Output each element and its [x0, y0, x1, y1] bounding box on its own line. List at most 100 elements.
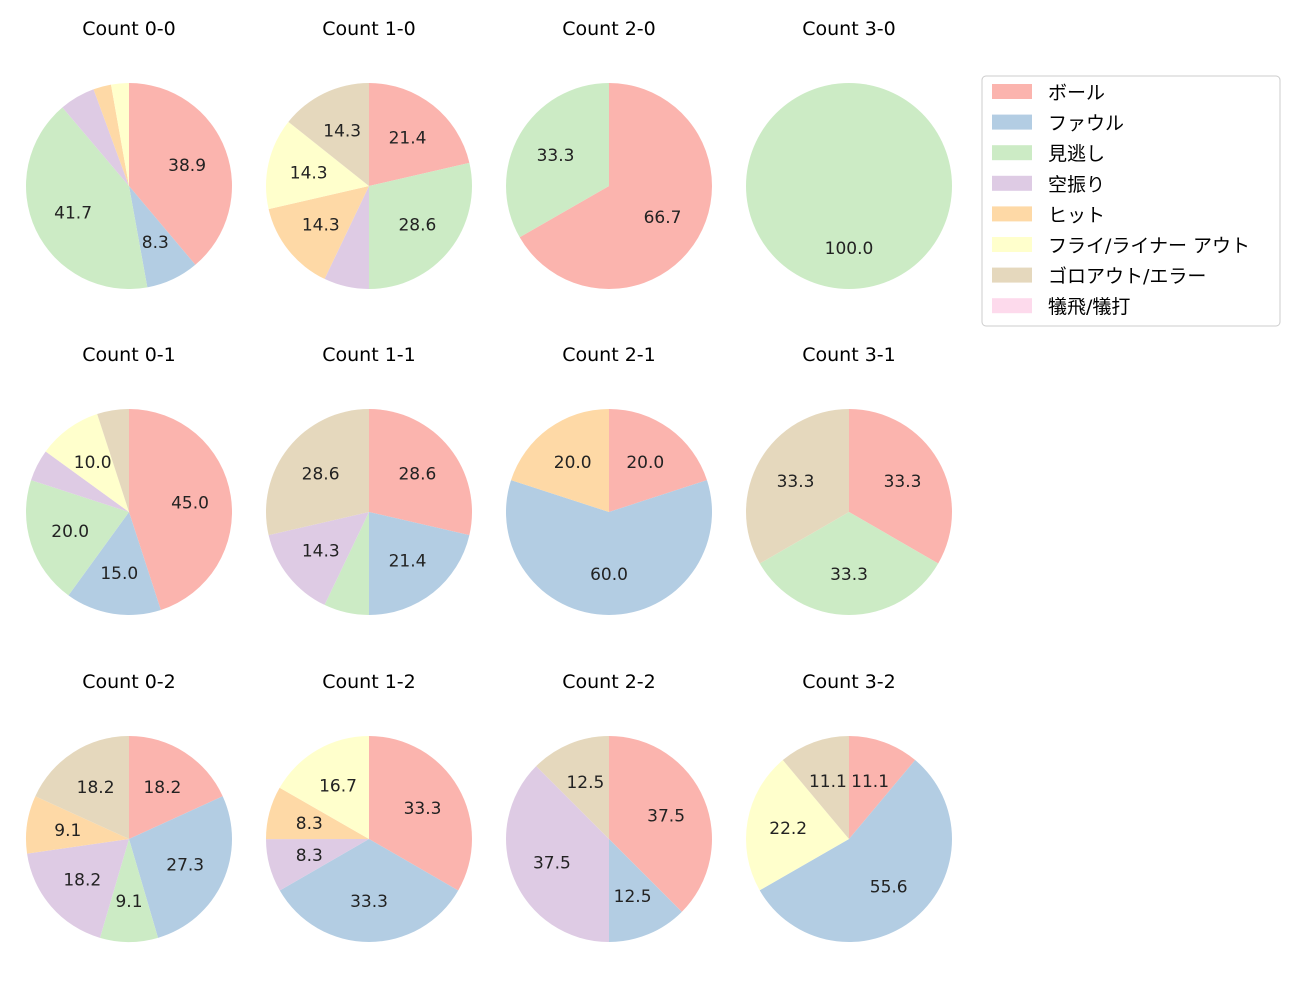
slice-label: 18.2: [63, 871, 101, 891]
slice-label: 28.6: [398, 465, 436, 485]
slice-label: 11.1: [851, 772, 889, 792]
slice-label: 16.7: [319, 777, 357, 797]
slice-label: 14.3: [290, 163, 328, 183]
slice-label: 33.3: [830, 565, 868, 585]
slice-label: 20.0: [554, 453, 592, 473]
pie-slice: [25, 107, 148, 290]
slice-label: 66.7: [644, 208, 682, 228]
legend-swatch: [992, 175, 1032, 191]
slice-label: 27.3: [166, 856, 204, 876]
legend-swatch: [992, 267, 1032, 283]
slice-label: 14.3: [323, 121, 361, 141]
pie-title: Count 0-1: [82, 344, 176, 366]
pie-slice: [265, 121, 369, 210]
slice-label: 41.7: [54, 203, 92, 223]
slice-label: 12.5: [614, 887, 652, 907]
pie-title: Count 3-1: [802, 344, 896, 366]
slice-label: 60.0: [590, 565, 628, 585]
pie-slice: [782, 736, 849, 839]
slice-label: 33.3: [537, 146, 575, 166]
pie-title: Count 2-0: [562, 18, 656, 40]
pie-slice: [35, 736, 130, 839]
pie-slice: [759, 760, 953, 943]
pie-slice: [506, 766, 609, 942]
pie-title: Count 3-2: [802, 671, 896, 693]
pie-slice: [369, 162, 473, 290]
slice-label: 10.0: [74, 453, 112, 473]
pie-slice: [369, 83, 470, 186]
legend-swatch: [992, 237, 1032, 252]
pie-slice: [31, 451, 129, 512]
slice-label: 38.9: [168, 156, 206, 176]
pie-slice: [849, 736, 916, 839]
slice-label: 37.5: [647, 806, 685, 826]
pie-slice: [129, 186, 196, 288]
legend-label: 見逃し: [1048, 143, 1105, 165]
slice-label: 100.0: [825, 239, 874, 259]
pie-slice: [369, 736, 472, 891]
pie-count-0-1: Count 0-1 45.0 15.0 20.0 10.0: [25, 344, 233, 616]
pie-slice: [536, 736, 609, 839]
slice-label: 33.3: [350, 892, 388, 912]
slice-label: 45.0: [171, 493, 209, 513]
slice-label: 28.6: [398, 216, 436, 236]
legend-swatch: [992, 84, 1032, 99]
pie-slice: [99, 839, 159, 943]
pie-count-0-0: Count 0-0 38.9 8.3 41.7: [25, 18, 232, 290]
pie-slice: [324, 186, 369, 289]
pie-title: Count 1-1: [322, 344, 416, 366]
slice-label: 33.3: [777, 472, 815, 492]
slice-label: 33.3: [404, 799, 442, 819]
slice-label: 21.4: [389, 551, 427, 571]
slice-label: 14.3: [302, 216, 340, 236]
slice-label: 18.2: [143, 778, 181, 798]
pie-count-0-2: Count 0-2 18.2 27.3 9.1 18.2 9.1 18.2: [26, 671, 233, 943]
pie-slice: [268, 512, 369, 605]
pie-slice: [93, 84, 129, 186]
pie-count-2-2: Count 2-2 37.5 12.5 37.5 12.5: [506, 671, 712, 942]
slice-label: 9.1: [115, 892, 142, 912]
pie-slice: [369, 512, 470, 615]
pie-title: Count 2-1: [562, 344, 656, 366]
pie-count-3-2: Count 3-2 11.1 55.6 22.2 11.1: [746, 671, 953, 943]
pie-count-3-0: Count 3-0 100.0: [746, 18, 952, 289]
pie-slice: [609, 839, 682, 942]
slice-label: 15.0: [100, 564, 138, 584]
pie-slice: [279, 736, 369, 839]
pie-count-3-1: Count 3-1 33.3 33.3 33.3: [746, 344, 952, 615]
pie-slice: [45, 414, 129, 512]
slice-label: 12.5: [566, 773, 604, 793]
pie-slice: [268, 186, 369, 279]
pie-slice: [746, 83, 952, 289]
legend-label: ボール: [1048, 82, 1105, 104]
pie-slice: [62, 89, 129, 186]
pie-count-1-0: Count 1-0 21.4 28.6 14.3 14.3 14.3: [265, 18, 473, 290]
pie-slice: [68, 512, 161, 616]
pie-slice: [129, 409, 233, 610]
pie-slice: [506, 83, 609, 238]
pie-title: Count 1-0: [322, 18, 416, 40]
pie-slice: [849, 409, 952, 564]
legend-label: ゴロアウト/エラー: [1048, 266, 1206, 288]
pie-slice: [97, 409, 129, 512]
pie-slice: [265, 787, 369, 840]
pie-slice: [25, 480, 129, 596]
pie-count-1-2: Count 1-2 33.3 33.3 8.3 8.3 16.7: [265, 671, 472, 942]
pie-count-2-1: Count 2-1 20.0 60.0 20.0: [506, 344, 712, 615]
legend-swatch: [992, 114, 1032, 130]
slice-label: 11.1: [809, 772, 847, 792]
pie-slice: [519, 83, 713, 289]
slice-label: 18.2: [77, 778, 115, 798]
pie-slice: [110, 83, 129, 186]
pie-slice: [129, 736, 223, 839]
pie-slice: [279, 839, 459, 942]
slice-label: 8.3: [296, 846, 323, 866]
pie-slice: [27, 839, 129, 938]
pie-slice: [266, 839, 369, 891]
slice-label: 9.1: [54, 821, 81, 841]
slice-label: 33.3: [884, 472, 922, 492]
pie-slice: [759, 512, 939, 615]
slice-label: 8.3: [296, 814, 323, 834]
